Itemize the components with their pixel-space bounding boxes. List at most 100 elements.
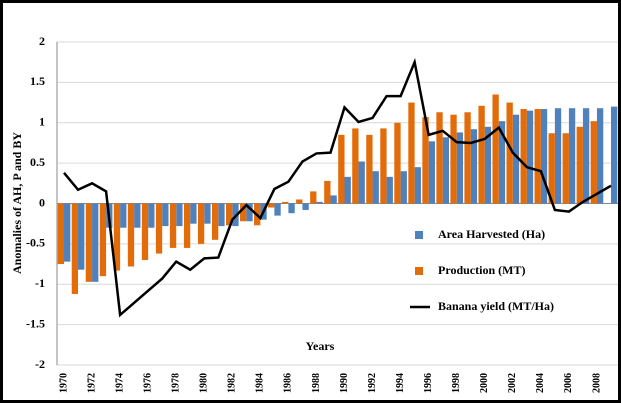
bar <box>246 203 253 222</box>
x-tick-label: 1970 <box>58 373 69 393</box>
x-tick-label: 1996 <box>423 373 434 393</box>
bar <box>218 203 225 227</box>
y-tick-label: 0.5 <box>30 155 45 169</box>
bar <box>78 203 85 270</box>
bar <box>57 203 65 265</box>
bar <box>310 191 317 204</box>
bar <box>414 167 421 204</box>
bar <box>134 203 141 228</box>
bar <box>590 121 597 204</box>
x-tick-label: 2004 <box>535 373 546 393</box>
bar <box>64 203 71 262</box>
bar <box>548 133 555 204</box>
bar <box>282 201 289 204</box>
bar <box>540 109 548 204</box>
bar <box>338 134 345 204</box>
x-tick-label: 1972 <box>86 373 97 393</box>
y-tick-label: -1.5 <box>26 316 45 330</box>
bar <box>71 203 79 294</box>
bar <box>204 203 211 224</box>
bar <box>268 203 275 208</box>
bar <box>197 203 205 244</box>
bar <box>428 141 435 204</box>
bar <box>352 128 359 204</box>
bar <box>226 203 233 226</box>
bar <box>211 203 219 240</box>
bar <box>113 203 121 271</box>
x-tick-label: 1982 <box>227 373 238 393</box>
x-tick-label: 1986 <box>283 373 294 393</box>
bar <box>534 109 541 204</box>
bar <box>506 102 513 204</box>
bar <box>330 195 337 204</box>
bar <box>498 121 506 204</box>
bar <box>422 117 429 204</box>
x-tick-label: 1984 <box>255 373 266 393</box>
y-tick-label: -1 <box>35 276 45 290</box>
legend-swatch <box>415 231 423 239</box>
bar <box>526 110 534 204</box>
bar <box>99 203 107 277</box>
x-tick-label: 1994 <box>395 373 406 393</box>
legend-label: Area Harvested (Ha) <box>438 227 545 241</box>
bar <box>302 203 309 210</box>
bar <box>400 171 407 204</box>
bar <box>155 203 163 254</box>
bar <box>492 94 499 204</box>
bar <box>484 126 492 204</box>
y-tick-label: -0.5 <box>26 236 45 250</box>
bar <box>148 203 155 228</box>
bar <box>464 112 471 204</box>
bar <box>554 108 562 204</box>
y-tick-label: 2 <box>39 34 45 48</box>
y-tick-label: 1.5 <box>30 74 45 88</box>
bar <box>127 203 135 267</box>
bar <box>582 108 590 204</box>
x-tick-label: 1976 <box>142 373 153 393</box>
legend-swatch <box>415 267 423 275</box>
bar <box>190 203 197 224</box>
bar <box>520 109 527 204</box>
bar <box>183 203 191 248</box>
bar <box>141 203 149 261</box>
bar <box>372 171 379 204</box>
bar <box>274 203 281 216</box>
bar <box>162 203 169 227</box>
y-tick-label: 1 <box>39 115 45 129</box>
x-tick-label: 1998 <box>451 373 462 393</box>
bar <box>324 180 331 204</box>
x-tick-label: 2002 <box>507 373 518 393</box>
bar <box>92 203 99 282</box>
bar <box>450 114 457 204</box>
y-tick-label: 0 <box>39 195 45 209</box>
x-tick-label: 1990 <box>339 373 350 393</box>
bar <box>386 176 393 204</box>
bar <box>576 126 583 204</box>
bar <box>380 128 387 204</box>
bar <box>470 129 478 204</box>
bar <box>408 102 415 204</box>
legend-label: Banana yield (MT/Ha) <box>438 299 554 313</box>
bar <box>394 122 401 204</box>
x-tick-label: 1980 <box>199 373 210 393</box>
x-axis-label: Years <box>306 339 335 353</box>
bar <box>316 201 323 204</box>
legend-label: Production (MT) <box>438 263 525 277</box>
bar <box>596 108 604 204</box>
bar <box>176 203 183 227</box>
x-tick-label: 2008 <box>591 373 602 393</box>
x-tick-label: 1988 <box>311 373 322 393</box>
bar <box>568 108 576 204</box>
bar <box>436 112 443 204</box>
x-tick-label: 1974 <box>114 373 125 393</box>
bar <box>169 203 177 248</box>
bar <box>85 203 93 282</box>
bar <box>478 105 485 204</box>
bar <box>344 176 351 204</box>
bar <box>610 106 618 204</box>
bar <box>296 199 303 204</box>
x-tick-label: 1978 <box>171 373 182 393</box>
bar <box>120 203 127 228</box>
